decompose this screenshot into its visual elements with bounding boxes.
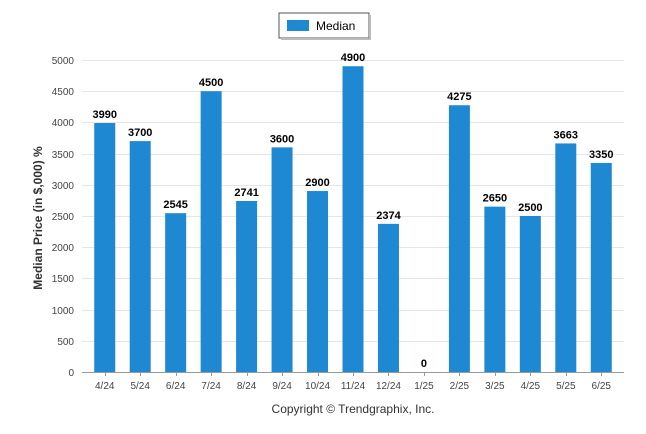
bar[interactable]: [94, 123, 116, 372]
legend[interactable]: Median: [278, 12, 371, 40]
legend-box-shadow-bottom: [281, 38, 371, 40]
data-label: 3700: [128, 127, 152, 139]
y-tick-label: 2000: [52, 243, 75, 254]
x-tick-label: 7/24: [201, 381, 221, 392]
data-label: 4500: [199, 77, 223, 89]
y-tick-label: 3000: [52, 181, 75, 192]
data-label: 4900: [341, 52, 365, 64]
y-tick-label: 5000: [52, 56, 75, 67]
bars: [94, 66, 612, 373]
bar[interactable]: [519, 216, 541, 372]
y-tick-label: 0: [68, 368, 74, 379]
bar[interactable]: [200, 91, 222, 372]
y-tick-labels: 0 500 1000 1500 2000 2500 3000 3500 4000 4500 5000: [52, 56, 75, 379]
x-tick-label: 3/25: [485, 381, 505, 392]
bar[interactable]: [271, 147, 293, 372]
y-tick-label: 2500: [52, 212, 75, 223]
data-label: 3350: [589, 149, 613, 161]
data-label: 2545: [163, 199, 187, 211]
legend-box-shadow: [369, 15, 371, 40]
legend-swatch: [287, 20, 309, 31]
data-label: 3663: [554, 129, 578, 141]
data-label: 3600: [270, 133, 294, 145]
x-tick-labels: 4/24 5/24 6/24 7/24 8/24 9/24 10/24 11/24 12/24 1…: [95, 381, 611, 392]
data-label: 2500: [518, 202, 542, 214]
bar[interactable]: [236, 200, 258, 372]
y-tick-label: 4000: [52, 118, 75, 129]
data-label: 2741: [234, 187, 258, 199]
x-tick-label: 6/25: [592, 381, 612, 392]
data-label: 2900: [305, 177, 329, 189]
x-tick-label: 4/25: [521, 381, 541, 392]
x-tick-label: 11/24: [341, 381, 366, 392]
x-tick-label: 9/24: [272, 381, 292, 392]
data-label: 3990: [92, 109, 116, 121]
bar[interactable]: [307, 191, 329, 372]
data-label: 0: [421, 358, 427, 370]
bar[interactable]: [448, 105, 470, 373]
x-tick-label: 5/24: [130, 381, 150, 392]
y-axis-title: Median Price (in $,000) %: [31, 146, 45, 290]
x-tick-label: 12/24: [376, 381, 401, 392]
y-tick-label: 3500: [52, 150, 75, 161]
data-label: 2650: [483, 193, 507, 205]
data-label: 2374: [376, 210, 401, 222]
y-tick-label: 1000: [52, 306, 75, 317]
axes: [82, 372, 624, 376]
bar[interactable]: [484, 206, 506, 372]
bar[interactable]: [165, 213, 187, 372]
copyright-text: Copyright © Trendgraphix, Inc.: [272, 402, 435, 416]
data-label: 4275: [447, 91, 471, 103]
x-tick-label: 4/24: [95, 381, 115, 392]
x-tick-label: 2/25: [450, 381, 470, 392]
bar[interactable]: [377, 223, 399, 372]
y-tick-label: 500: [57, 337, 74, 348]
y-tick-label: 1500: [52, 274, 75, 285]
bar[interactable]: [342, 66, 364, 373]
bar[interactable]: [555, 143, 577, 372]
x-tick-label: 5/25: [556, 381, 576, 392]
y-tick-label: 4500: [52, 87, 75, 98]
bar[interactable]: [590, 162, 612, 372]
x-tick-label: 8/24: [237, 381, 257, 392]
x-tick-label: 1/25: [414, 381, 434, 392]
x-tick-label: 10/24: [305, 381, 330, 392]
data-labels: 3990 3700 2545 4500 2741 3600 2900 4900 2374 0 427…: [92, 52, 613, 370]
legend-label: Median: [316, 19, 355, 33]
x-tick-label: 6/24: [166, 381, 186, 392]
bar[interactable]: [129, 141, 151, 372]
